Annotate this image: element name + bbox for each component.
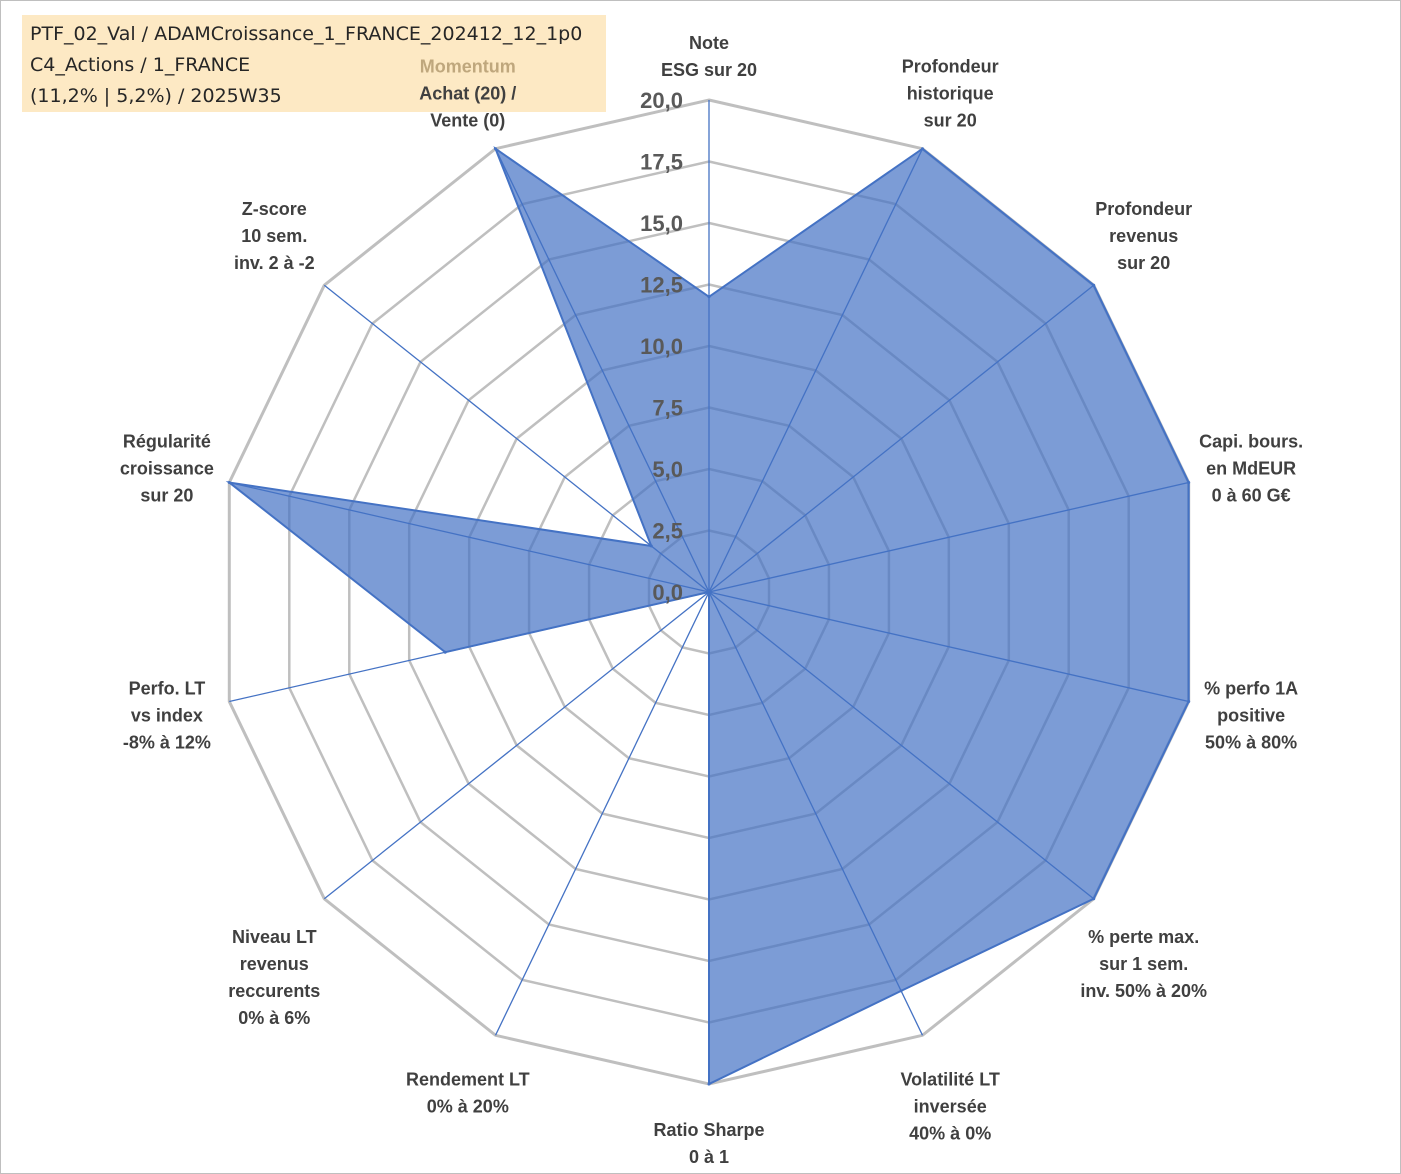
axis-label: Régularité [123,431,211,451]
axis-label: reccurents [228,981,320,1001]
axis-spoke [323,591,710,900]
axis-label: positive [1217,706,1285,726]
axis-spoke [494,591,710,1036]
tick-label: 7,5 [652,396,683,421]
axis-label: 40% à 0% [909,1123,991,1143]
axis-spoke [708,148,924,593]
axis-label: Profondeur [1095,199,1192,219]
axis-label: Capi. bours. [1199,431,1303,451]
spoke-layer [229,100,1189,1084]
axis-label: Rendement LT [406,1069,530,1089]
axis-spoke [708,591,1189,703]
axis-label: Volatilité LT [901,1069,1000,1089]
label-layer: Note ESG sur 20 Profondeur historique sur 20… [120,33,1303,1167]
axis-label: vs index [131,706,203,726]
tick-label: 12,5 [640,273,683,298]
axis-label: 50% à 80% [1205,733,1297,753]
axis-label: croissance [120,458,214,478]
axis-spoke [229,481,710,593]
axis-spoke [708,481,1189,593]
info-line-2: C4_Actions / 1_FRANCE [30,54,251,76]
axis-spoke [494,148,710,593]
tick-layer: 0,0 2,5 5,0 7,5 10,0 12,5 15,0 17,5 20,0 [640,88,683,605]
axis-label: revenus [240,954,309,974]
info-line-3: (11,2% | 5,2%) / 2025W35 [30,85,282,107]
axis-label: 0% à 6% [238,1008,310,1028]
axis-label: % perfo 1A [1204,679,1298,699]
axis-label: sur 20 [1117,253,1170,273]
axis-label: inv. 50% à 20% [1080,981,1207,1001]
axis-label: Vente (0) [430,111,505,131]
axis-label: sur 20 [924,111,977,131]
axis-label: Z-score [242,199,307,219]
axis-label: 0 à 60 G€ [1212,485,1291,505]
axis-label: Perfo. LT [129,679,206,699]
axis-label: 0 à 1 [689,1147,729,1167]
axis-label: 10 sem. [241,226,307,246]
axis-label: inversée [914,1096,987,1116]
axis-spoke [708,284,1095,593]
axis-label: sur 20 [140,485,193,505]
axis-label: Note [689,33,729,53]
axis-label: revenus [1109,226,1178,246]
tick-label: 5,0 [652,457,683,482]
axis-label: ESG sur 20 [661,60,757,80]
tick-label: 15,0 [640,211,683,236]
axis-label: Niveau LT [232,927,317,947]
axis-label: Profondeur [902,57,999,77]
axis-label: historique [907,84,994,104]
axis-spoke [229,591,710,703]
axis-label: Ratio Sharpe [653,1120,764,1140]
axis-spoke [708,591,924,1036]
axis-label: inv. 2 à -2 [234,253,315,273]
info-line-1: PTF_02_Val / ADAMCroissance_1_FRANCE_202… [30,23,583,45]
axis-spoke [708,591,1095,900]
axis-spoke [323,284,710,593]
axis-label: % perte max. [1088,927,1199,947]
tick-label: 17,5 [640,150,683,175]
info-box: PTF_02_Val / ADAMCroissance_1_FRANCE_202… [22,15,606,112]
axis-label: -8% à 12% [123,733,211,753]
axis-label: 0% à 20% [427,1096,509,1116]
axis-label: sur 1 sem. [1099,954,1188,974]
tick-label: 0,0 [652,580,683,605]
axis-label: Achat (20) / [419,84,516,104]
axis-label: en MdEUR [1206,458,1296,478]
tick-label: 2,5 [652,519,683,544]
axis-label: Momentum [420,57,516,77]
tick-label: 10,0 [640,334,683,359]
tick-label: 20,0 [640,88,683,113]
